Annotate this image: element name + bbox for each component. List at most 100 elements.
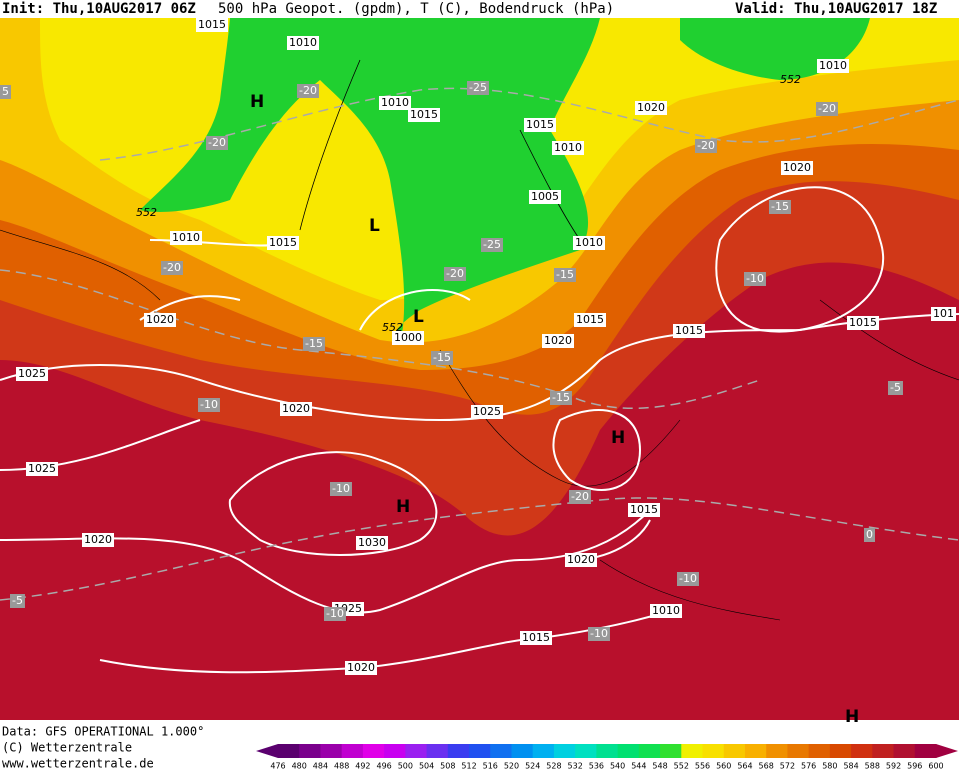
temperature-label-text: -20: [697, 139, 715, 152]
isobar-label: 1015: [847, 316, 879, 330]
isobar-label-text: 1010: [172, 231, 200, 244]
temperature-label-box: [677, 572, 699, 586]
colorbar-swatch: [851, 744, 873, 758]
colorbar-label: 580: [822, 762, 837, 770]
colorbar-label: 512: [461, 762, 476, 770]
colorbar-label: 520: [504, 762, 519, 770]
isobar-label-box: [408, 108, 440, 122]
colorbar-label: 540: [610, 762, 625, 770]
temperature-label: -25: [467, 81, 489, 95]
isobar-label-box: [267, 236, 299, 250]
temperature-label-text: -10: [679, 572, 697, 585]
isobar-label: 101: [931, 307, 956, 321]
temperature-label-text: -15: [771, 200, 789, 213]
isobar-label-box: [471, 405, 503, 419]
colorbar-label: 600: [928, 762, 943, 770]
temperature-label: -20: [206, 136, 228, 150]
temperature-label-box: [297, 84, 319, 98]
isobar-label-text: 1020: [637, 101, 665, 114]
isobar-label: 1010: [287, 36, 319, 50]
temperature-label-text: -10: [746, 272, 764, 285]
colorbar-label: 532: [568, 762, 583, 770]
temperature-label-box: [864, 528, 875, 542]
height-label: 552: [780, 73, 801, 86]
isobar-label-box: [26, 462, 58, 476]
colorbar-swatch: [766, 744, 788, 758]
isobar-label-text: 1015: [675, 324, 703, 337]
isobar-label: 1030: [356, 536, 388, 550]
temperature-label-box: [444, 267, 466, 281]
isobar-label-text: 1010: [652, 604, 680, 617]
isobar-label-box: [931, 307, 956, 321]
isobar-label-box: [82, 533, 114, 547]
temperature-label: -20: [297, 84, 319, 98]
isobar-label: 1015: [267, 236, 299, 250]
colorbar-label: 484: [313, 762, 328, 770]
isobar-label-box: [552, 141, 584, 155]
colorbar-label: 492: [355, 762, 370, 770]
isobar-label-box: [170, 231, 202, 245]
colorbar-label: 592: [886, 762, 901, 770]
isobar-label-text: 101: [933, 307, 954, 320]
temperature-label-text: -20: [299, 84, 317, 97]
isobar-label-box: [356, 536, 388, 550]
temperature-label-box: [569, 490, 591, 504]
temperature-label: -25: [481, 238, 503, 252]
temperature-label-text: -20: [446, 267, 464, 280]
isobar-label-text: 1015: [849, 316, 877, 329]
isobar-label-text: 1030: [358, 536, 386, 549]
pressure-center: L: [369, 216, 380, 236]
isobar-label-text: 1025: [473, 405, 501, 418]
temperature-label-box: [588, 627, 610, 641]
temperature-label: -20: [444, 267, 466, 281]
isobar-label: 1010: [379, 96, 411, 110]
colorbar-label: 508: [440, 762, 455, 770]
temperature-label: -10: [198, 398, 220, 412]
temperature-label: -15: [554, 268, 576, 282]
colorbar-swatch: [681, 744, 704, 758]
isobar-label-text: 1015: [522, 631, 550, 644]
temperature-label: -20: [161, 261, 183, 275]
colorbar-label: 560: [716, 762, 731, 770]
temperature-label-box: [481, 238, 503, 252]
colorbar-label: 552: [674, 762, 689, 770]
temperature-label: -10: [588, 627, 610, 641]
isobar-label: 1020: [280, 402, 312, 416]
colorbar-swatch: [787, 744, 810, 758]
copyright: (C) Wetterzentrale: [2, 741, 132, 755]
isobar-label: 1005: [529, 190, 561, 204]
colorbar-label: 596: [907, 762, 922, 770]
colorbar-label: 504: [419, 762, 434, 770]
isobar-label-box: [817, 59, 849, 73]
isobar-label: 1020: [565, 553, 597, 567]
colorbar-swatch: [914, 744, 937, 758]
isobar-label: 1015: [524, 118, 556, 132]
colorbar-label: 496: [376, 762, 391, 770]
temperature-label: -20: [816, 102, 838, 116]
temperature-label-box: [467, 81, 489, 95]
temperature-label-box: [431, 351, 453, 365]
isobar-label-box: [196, 18, 228, 32]
valid-time: Valid: Thu,10AUG2017 18Z: [735, 1, 937, 17]
temperature-label-box: [554, 268, 576, 282]
isobar-label: 1025: [471, 405, 503, 419]
map-title: 500 hPa Geopot. (gpdm), T (C), Bodendruc…: [218, 1, 614, 17]
isobar-label: 1010: [650, 604, 682, 618]
isobar-label-text: 1020: [347, 661, 375, 674]
isotherms: [0, 87, 959, 601]
isobar-label: 1020: [635, 101, 667, 115]
colorbar-arrow-right: [936, 744, 958, 758]
website: www.wetterzentrale.de: [2, 757, 154, 770]
isobar-label: 1025: [26, 462, 58, 476]
colorbar-label: 488: [334, 762, 349, 770]
temperature-label: -15: [431, 351, 453, 365]
isobar-label: 1010: [817, 59, 849, 73]
temperature-label-box: [769, 200, 791, 214]
pressure-center: L: [413, 307, 424, 327]
pressure-center: H: [845, 707, 859, 727]
pressure-center: H: [611, 428, 625, 448]
data-source: Data: GFS OPERATIONAL 1.000°: [2, 725, 204, 739]
isobar-label-box: [565, 553, 597, 567]
isobar-label-text: 1015: [630, 503, 658, 516]
